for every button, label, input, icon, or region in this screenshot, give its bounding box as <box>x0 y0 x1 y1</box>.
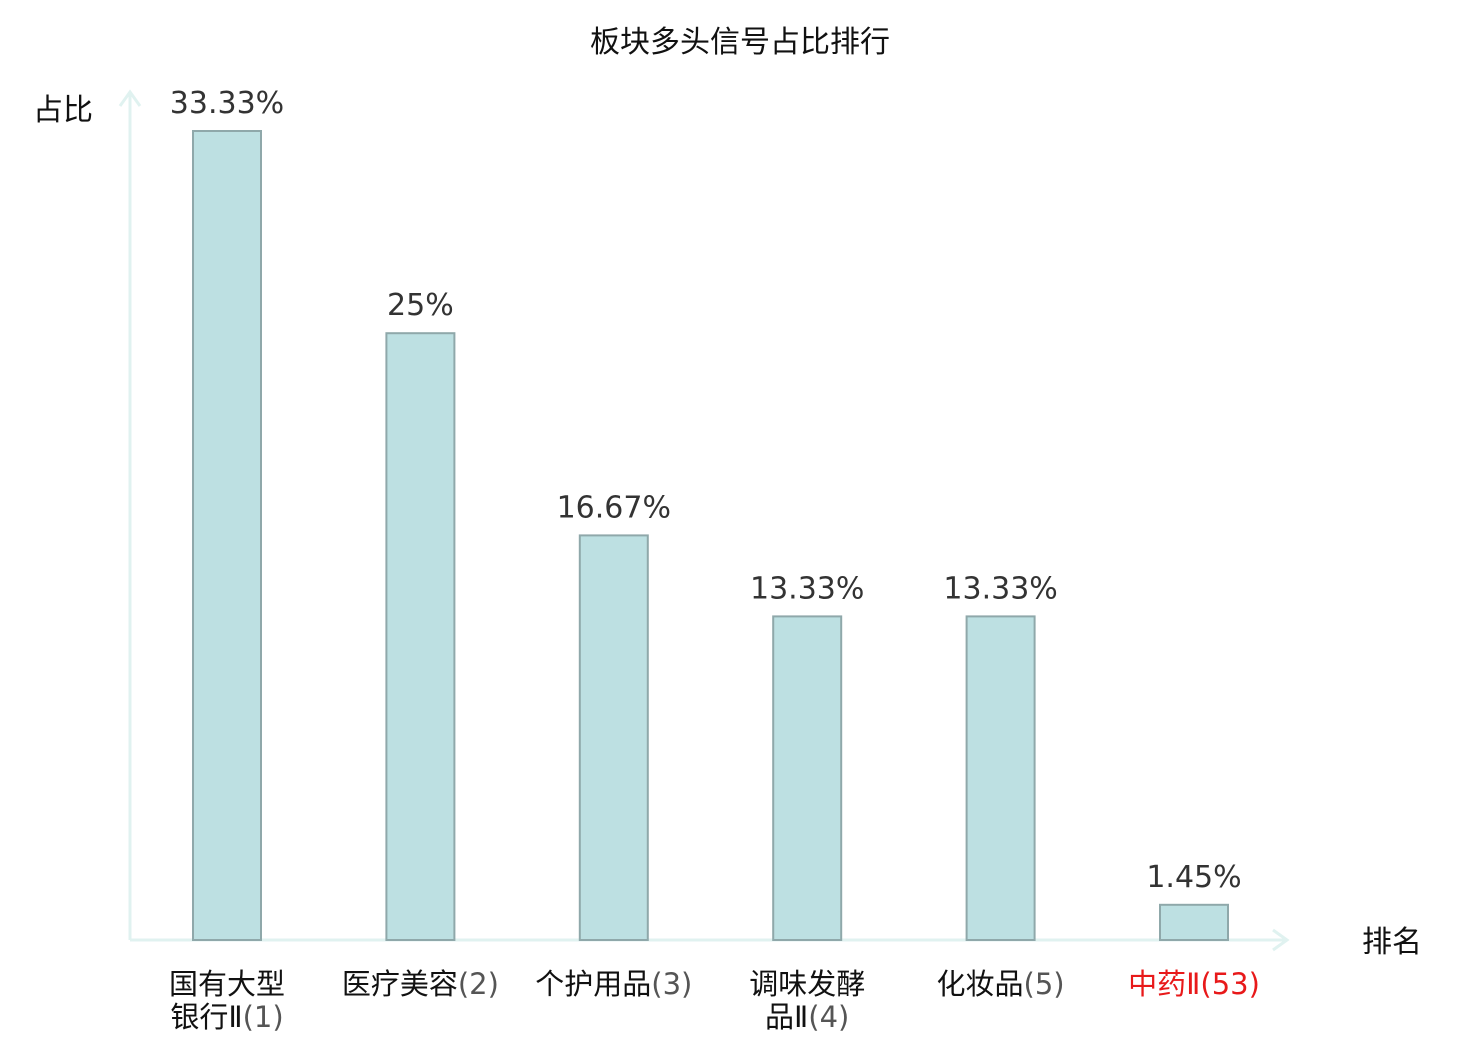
bar-1 <box>192 130 262 941</box>
bar-4 <box>772 615 843 942</box>
category-label-6: 中药Ⅱ(53) <box>1128 967 1260 1001</box>
bar-3 <box>578 534 649 942</box>
value-label-1: 33.33% <box>170 86 284 121</box>
category-label-4-line-2: 品Ⅱ(4) <box>765 1000 849 1034</box>
value-label-6: 1.45% <box>1146 860 1241 895</box>
category-label-4-line-1: 调味发酵 <box>749 967 865 1001</box>
value-label-2: 25% <box>387 288 454 323</box>
y-axis <box>118 89 142 940</box>
category-rank-3: (3) <box>651 967 692 1001</box>
value-labels: 33.33% 25% 16.67% 13.33% 13.33% 1.45% <box>170 86 1242 895</box>
value-label-5: 13.33% <box>943 571 1057 606</box>
bar-5 <box>965 615 1036 942</box>
category-label-1-line-1: 国有大型 <box>169 967 285 1001</box>
category-rank-6: (53) <box>1200 967 1260 1001</box>
category-rank-1: (1) <box>243 1000 284 1034</box>
category-rank-2: (2) <box>458 967 499 1001</box>
category-rank-4: (4) <box>808 1000 849 1034</box>
chart-title: 板块多头信号占比排行 <box>590 25 890 60</box>
x-axis-label: 排名 <box>1362 925 1422 960</box>
category-label-3: 个护用品(3) <box>535 967 692 1001</box>
bar-6 <box>1159 903 1229 941</box>
value-label-4: 13.33% <box>750 571 864 606</box>
y-axis-label: 占比 <box>33 93 93 128</box>
bars <box>192 130 1229 942</box>
category-label-5: 化妆品(5) <box>937 967 1065 1001</box>
x-axis <box>130 928 1290 952</box>
category-rank-5: (5) <box>1024 967 1065 1001</box>
bar-2 <box>385 332 456 941</box>
value-label-3: 16.67% <box>557 490 671 525</box>
category-label-1-line-2: 银行Ⅱ(1) <box>170 1000 283 1034</box>
category-label-2: 医疗美容(2) <box>342 967 499 1001</box>
